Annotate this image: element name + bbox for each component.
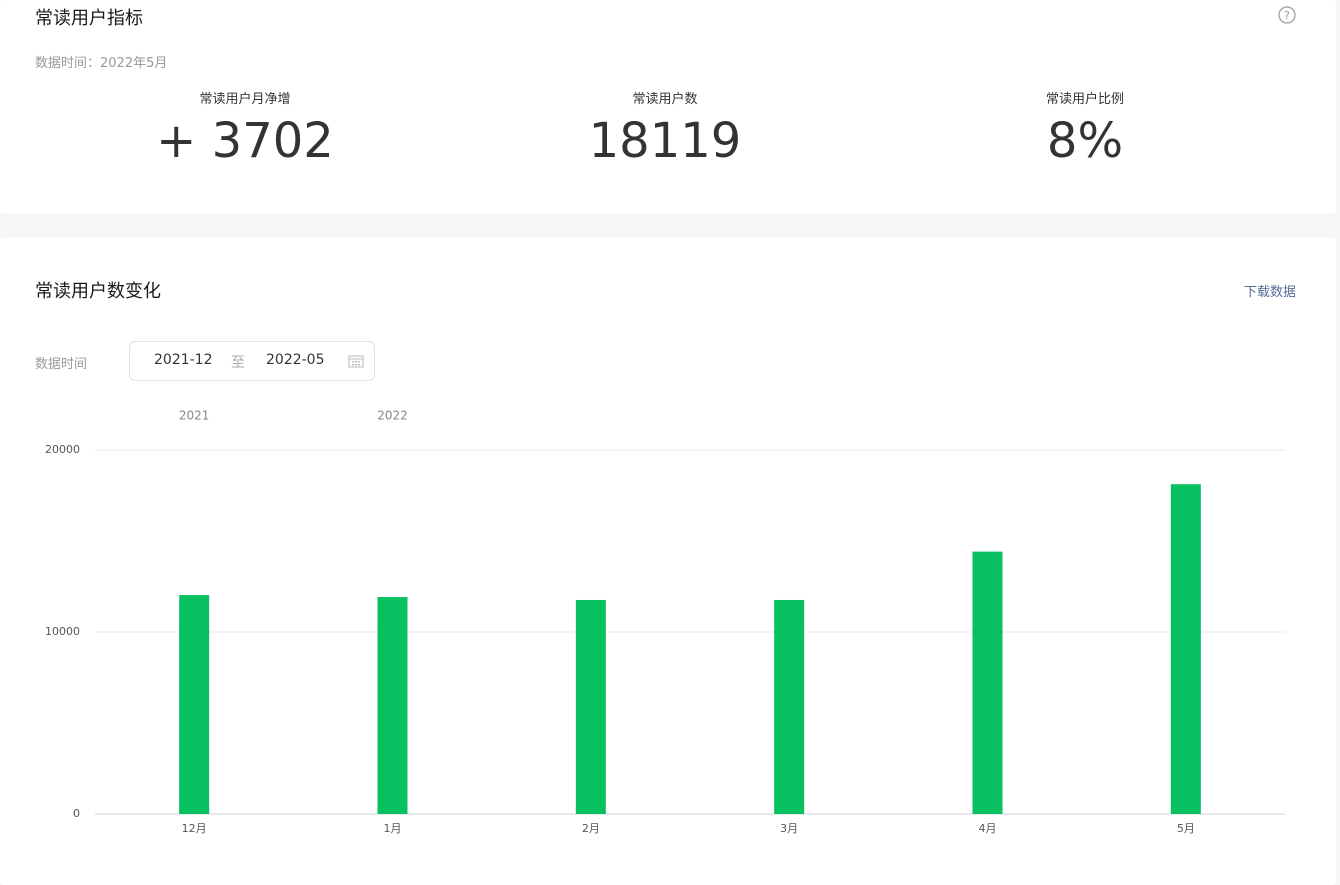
x-tick-label: 12月 [182,822,207,835]
year-label: 2022 [377,409,408,423]
date-start: 2021-12 [154,352,213,368]
y-tick-label: 0 [73,807,80,820]
metric-label: 常读用户比例 [1045,92,1124,107]
x-tick-label: 5月 [1177,822,1195,835]
date-picker[interactable]: 2021-12 至 2022-05 [129,341,375,381]
metric: 常读用户月净增 + 3702 [95,88,395,169]
x-tick-label: 3月 [780,822,798,835]
metric-label: 常读用户月净增 [199,92,291,107]
bar [179,595,210,814]
metric-value: + 3702 [156,113,334,169]
y-tick-label: 10000 [45,625,80,638]
card-title: 常读用户数变化 [35,281,161,302]
help-icon[interactable]: ? [1278,6,1296,24]
metric-value: 8% [1046,113,1124,169]
metrics-card: 常读用户指标 ? 数据时间：2022年5月 常读用户月净增 + 3702 常读用户… [0,0,1336,214]
year-label: 2021 [179,409,210,423]
calendar-icon [348,355,364,368]
x-tick-label: 2月 [582,822,600,835]
chart: 0 10000 20000 12月 2021 1月 2022 2月 3月 4月 5月 [45,409,1285,835]
metric: 常读用户数 18119 [515,88,815,169]
y-tick-label: 20000 [45,443,80,456]
bar [575,599,606,814]
download-link[interactable]: 下载数据 [1243,285,1296,300]
bar [1170,484,1201,814]
card-title: 常读用户指标 [35,8,143,29]
metric-value: 18119 [588,113,742,169]
chart-card: 常读用户数变化 下载数据 数据时间 2021-12 至 2022-05 0 100… [0,238,1336,885]
metric-label: 常读用户数 [632,92,698,107]
date-end: 2022-05 [266,352,325,368]
bar [972,551,1003,814]
x-tick-label: 1月 [384,822,402,835]
date-label: 数据时间 [35,357,88,372]
metric: 常读用户比例 8% [935,88,1235,169]
data-time: 数据时间：2022年5月 [35,56,168,71]
x-tick-label: 4月 [979,822,997,835]
date-separator: 至 [231,355,245,371]
bar [774,599,805,814]
svg-text:?: ? [1284,9,1290,22]
bar [377,597,408,814]
